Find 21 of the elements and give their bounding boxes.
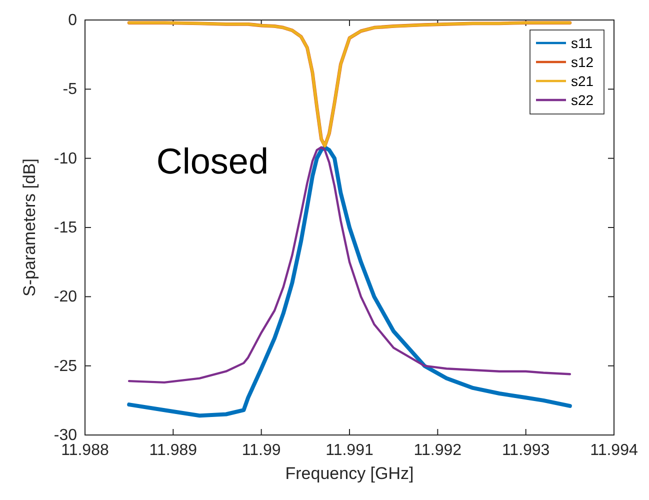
x-tick-label: 11.992 [414,442,462,459]
x-tick-label: 11.993 [502,442,550,459]
y-tick-label: -20 [54,288,78,306]
y-tick-label: -5 [62,81,78,98]
y-tick-label: -30 [54,427,78,444]
legend-label: s11 [571,35,593,51]
legend-label: s21 [571,73,594,89]
y-axis-title: S-parameters [dB] [20,158,39,296]
y-tick-label: -10 [54,150,78,168]
x-tick-label: 11.99 [242,442,281,459]
annotation: Closed [156,140,268,182]
x-tick-label: 11.991 [326,442,374,459]
x-tick-label: 11.994 [590,442,638,459]
y-tick-label: -15 [54,220,78,236]
y-tick-label: -25 [54,358,78,375]
y-tick-label: 0 [68,12,78,29]
x-tick-label: 11.989 [149,442,198,459]
x-axis-title: Frequency [GHz] [285,464,414,483]
legend-label: s22 [571,92,594,108]
x-tick-label: 11.988 [61,442,109,459]
legend-label: s12 [571,54,594,70]
